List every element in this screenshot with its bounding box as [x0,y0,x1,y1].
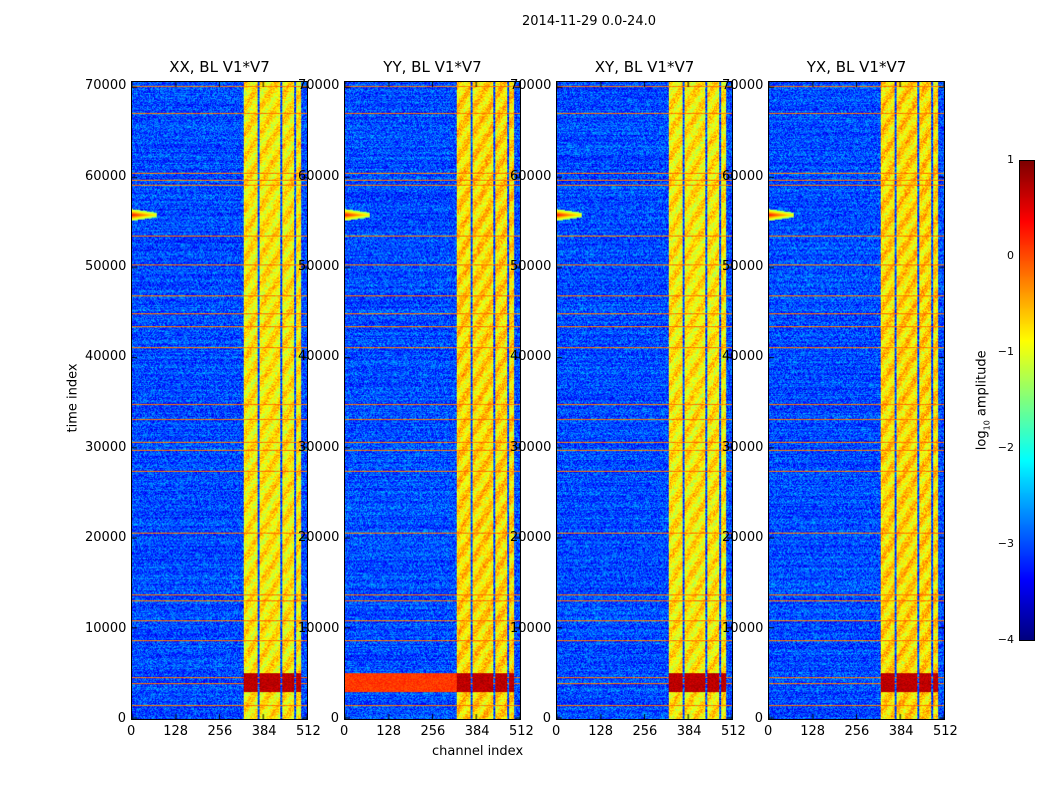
colorbar-tick-label: 0 [1007,249,1014,262]
y-tick-label: 30000 [722,439,764,455]
y-tick-label: 70000 [510,78,552,94]
x-tick-label: 384 [464,724,490,739]
y-tick-label: 30000 [298,439,340,455]
colorbar-label-rest: amplitude [974,350,990,421]
y-tick-label: 10000 [85,620,127,636]
y-tick-label: 0 [117,711,127,726]
y-axis-label: time index [65,363,81,433]
panel-title-0: XX, BL V1*V7 [169,58,270,76]
figure-title: 2014-11-29 0.0-24.0 [522,14,656,29]
y-tick-label: 50000 [510,259,552,275]
x-tick-label: 128 [376,724,402,739]
heatmap-panel-3 [768,81,945,720]
y-tick-label: 0 [754,711,764,726]
x-tick-label: 0 [340,724,349,739]
x-tick-label: 0 [552,724,561,739]
colorbar-tick-label: −1 [997,345,1014,358]
y-tick-label: 20000 [298,530,340,546]
heatmap-panel-1 [344,81,521,720]
x-tick-label: 0 [764,724,773,739]
x-tick-label: 128 [800,724,826,739]
y-tick-label: 60000 [298,168,340,184]
y-tick-label: 20000 [510,530,552,546]
y-tick-label: 30000 [510,439,552,455]
y-tick-label: 0 [330,711,340,726]
panel-title-3: YX, BL V1*V7 [806,58,907,76]
y-tick-label: 20000 [85,530,127,546]
panel-title-2: XY, BL V1*V7 [594,58,695,76]
colorbar [1019,160,1035,641]
y-tick-label: 30000 [85,439,127,455]
x-tick-label: 512 [509,724,534,739]
colorbar-label: log10 amplitude [975,345,992,455]
y-tick-label: 70000 [722,78,764,94]
heatmap-panel-0 [131,81,308,720]
y-tick-label: 40000 [510,349,552,365]
y-tick-label: 40000 [722,349,764,365]
y-tick-label: 70000 [85,78,127,94]
x-tick-label: 0 [127,724,136,739]
x-tick-label: 384 [676,724,702,739]
y-tick-label: 40000 [85,349,127,365]
y-tick-label: 70000 [298,78,340,94]
x-tick-label: 384 [888,724,914,739]
x-tick-label: 512 [296,724,321,739]
panel-title-1: YY, BL V1*V7 [383,58,482,76]
y-tick-label: 10000 [298,620,340,636]
y-tick-label: 50000 [298,259,340,275]
colorbar-tick-label: −2 [997,441,1014,454]
y-tick-label: 60000 [722,168,764,184]
x-tick-label: 128 [163,724,189,739]
x-tick-label: 256 [632,724,658,739]
x-tick-label: 256 [207,724,233,739]
x-tick-label: 256 [420,724,446,739]
x-tick-label: 512 [721,724,746,739]
colorbar-label-sub: 10 [982,420,992,431]
x-axis-label: channel index [432,744,524,759]
x-tick-label: 512 [933,724,958,739]
y-tick-label: 50000 [85,259,127,275]
y-tick-label: 40000 [298,349,340,365]
x-tick-label: 256 [844,724,870,739]
y-tick-label: 60000 [85,168,127,184]
y-tick-label: 20000 [722,530,764,546]
y-tick-label: 60000 [510,168,552,184]
colorbar-tick-label: −3 [997,537,1014,550]
x-tick-label: 128 [588,724,614,739]
y-tick-label: 10000 [722,620,764,636]
colorbar-tick-label: 1 [1007,153,1014,166]
y-tick-label: 50000 [722,259,764,275]
colorbar-tick-label: −4 [997,633,1014,646]
heatmap-panel-2 [556,81,733,720]
y-tick-label: 0 [542,711,552,726]
y-tick-label: 10000 [510,620,552,636]
x-tick-label: 384 [251,724,277,739]
